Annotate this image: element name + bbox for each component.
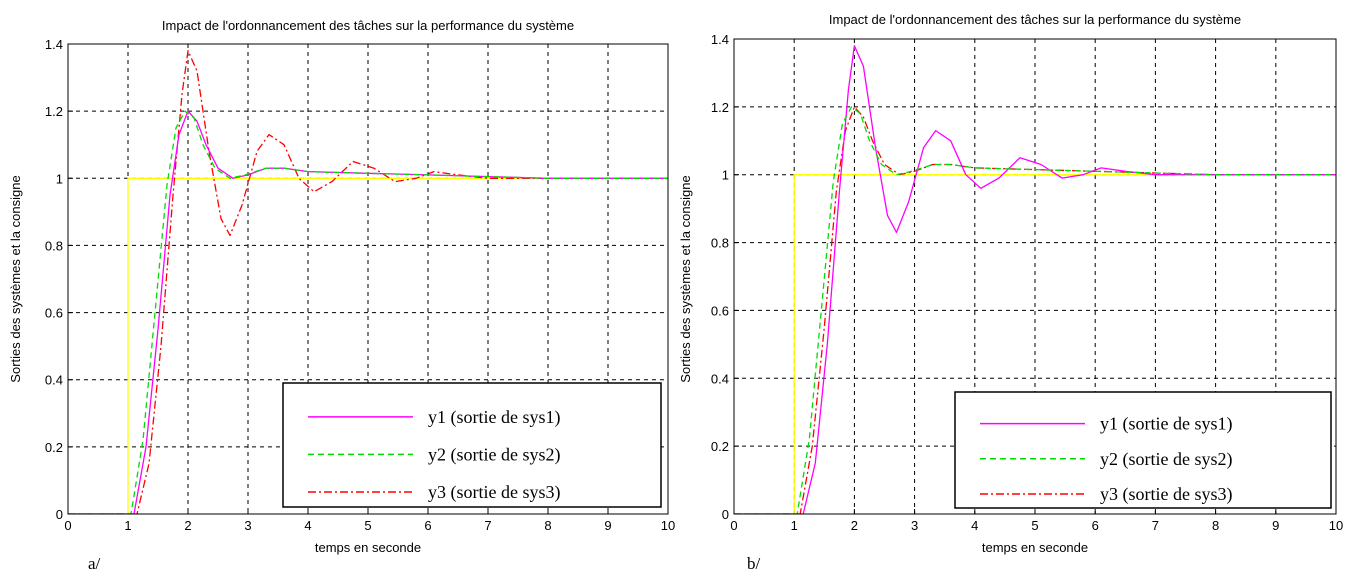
chart2-tick-label-y: 1.2 xyxy=(711,100,729,115)
chart2-tick-label-x: 7 xyxy=(1152,518,1159,533)
chart2-tick-label-x: 8 xyxy=(1212,518,1219,533)
chart2-tick-label-y: 1.4 xyxy=(711,32,729,47)
chart2-legend-label-y2: y2 (sortie de sys2) xyxy=(1100,449,1232,470)
chart2-tick-label-y: 0 xyxy=(722,507,729,522)
chart1-series-y2 xyxy=(68,110,668,514)
chart1-tick-label-x: 6 xyxy=(424,518,431,533)
chart2-legend-label-y1: y1 (sortie de sys1) xyxy=(1100,414,1232,435)
chart1-frame xyxy=(67,43,669,515)
chart1-tick-label-y: 0.8 xyxy=(45,238,63,253)
chart1-legend-label-y2: y2 (sortie de sys2) xyxy=(428,444,560,465)
chart2-xlabel: temps en seconde xyxy=(982,540,1088,555)
chart2-tick-label-x: 4 xyxy=(971,518,978,533)
chart2-tick-label-x: 6 xyxy=(1092,518,1099,533)
chart2-legend-box xyxy=(954,391,1332,509)
chart1-tick-label-y: 0 xyxy=(56,507,63,522)
chart1-tick-label-y: 1.2 xyxy=(45,104,63,119)
chart1-tick-label-y: 1.4 xyxy=(45,37,63,52)
chart1-tick-label-x: 8 xyxy=(544,518,551,533)
chart2-tick-label-y: 0.4 xyxy=(711,371,729,386)
chart1-legend-box xyxy=(282,382,662,508)
chart2-title: Impact de l'ordonnancement des tâches su… xyxy=(829,12,1241,27)
chart1-legend-label-y1: y1 (sortie de sys1) xyxy=(428,407,560,428)
chart1-ylabel: Sorties des systèmes et la consigne xyxy=(8,175,23,382)
chart1-series-consigne xyxy=(68,177,668,514)
chart2-tick-label-y: 0.2 xyxy=(711,439,729,454)
chart2-legend-label-y3: y3 (sortie de sys3) xyxy=(1100,484,1232,505)
chart1-legend: y1 (sortie de sys1) y2 (sortie de sys2) y3… xyxy=(282,382,662,508)
chart2-legend: y1 (sortie de sys1) y2 (sortie de sys2) y3… xyxy=(954,391,1332,509)
chart2-tick-label-x: 1 xyxy=(791,518,798,533)
chart1-legend-label-y3: y3 (sortie de sys3) xyxy=(428,482,560,503)
chart2-tick-label-x: 10 xyxy=(1329,518,1343,533)
chart1-tick-label-x: 10 xyxy=(661,518,675,533)
chart2-tick-label-x: 9 xyxy=(1272,518,1279,533)
chart1-xlabel: temps en seconde xyxy=(315,540,421,555)
chart2-series-y2 xyxy=(734,106,1336,514)
chart1-tick-label-y: 0.4 xyxy=(45,373,63,388)
chart2-tick-label-y: 0.8 xyxy=(711,236,729,251)
chart1-tick-label-x: 4 xyxy=(304,518,311,533)
chart2-tick-label-x: 2 xyxy=(851,518,858,533)
chart1-tick-label-x: 7 xyxy=(484,518,491,533)
chart1-panel-label: a/ xyxy=(88,554,101,573)
chart1-tick-label-y: 0.2 xyxy=(45,440,63,455)
chart2-frame xyxy=(733,38,1337,515)
chart2-tick-label-y: 0.6 xyxy=(711,303,729,318)
chart1-tick-label-x: 3 xyxy=(244,518,251,533)
chart2-series-y1 xyxy=(734,45,1336,514)
chart1-tick-label-x: 2 xyxy=(184,518,191,533)
chart2-panel-label: b/ xyxy=(747,554,761,573)
chart2-series-consigne xyxy=(734,174,1336,514)
chart1-tick-label-y: 0.6 xyxy=(45,306,63,321)
chart2-series-y3 xyxy=(734,106,1336,514)
chart2-tick-label-x: 0 xyxy=(730,518,737,533)
chart2-tick-label-x: 3 xyxy=(911,518,918,533)
chart1-tick-label-y: 1 xyxy=(56,171,63,186)
chart1-tick-label-x: 1 xyxy=(124,518,131,533)
chart2-tick-label-x: 5 xyxy=(1031,518,1038,533)
chart1-tick-label-x: 0 xyxy=(64,518,71,533)
chart1-series-y3 xyxy=(68,50,668,514)
chart1-tick-label-x: 5 xyxy=(364,518,371,533)
chart1: 0 1 2 3 4 5 6 7 8 9 10 0 0.2 0.4 0.6 0.8 1 1.2 1.4 y1 (sort… xyxy=(8,18,675,573)
chart1-tick-label-x: 9 xyxy=(604,518,611,533)
chart2: 0 1 2 3 4 5 6 7 8 9 10 0 0.2 0.4 0.6 0.8 1 1.2 1.4 y1 (sort… xyxy=(678,12,1343,573)
chart2-tick-label-y: 1 xyxy=(722,168,729,183)
chart2-ylabel: Sorties des systèmes et la consigne xyxy=(678,175,693,382)
chart1-title: Impact de l'ordonnancement des tâches su… xyxy=(162,18,574,33)
